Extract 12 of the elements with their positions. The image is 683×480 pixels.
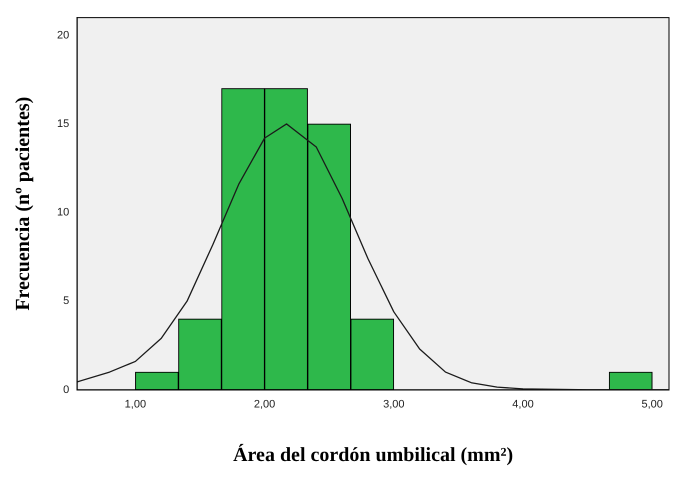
y-tick-label: 10 [56, 206, 70, 219]
y-tick-label: 15 [56, 118, 70, 130]
y-axis-title: Frecuencia (nº pacientes) [12, 96, 34, 311]
x-axis-title: Área del cordón umbilical (mm²) [233, 443, 514, 466]
x-tick-label: 4,00 [512, 398, 534, 410]
y-tick-label: 5 [63, 295, 70, 308]
x-tick-label: 1,00 [124, 398, 146, 410]
y-tick-label: 20 [56, 29, 70, 42]
x-tick-label: 5,00 [641, 398, 663, 410]
y-tick-label: 0 [63, 384, 70, 396]
x-tick-label: 3,00 [383, 398, 404, 410]
x-tick-label: 2,00 [254, 398, 276, 410]
